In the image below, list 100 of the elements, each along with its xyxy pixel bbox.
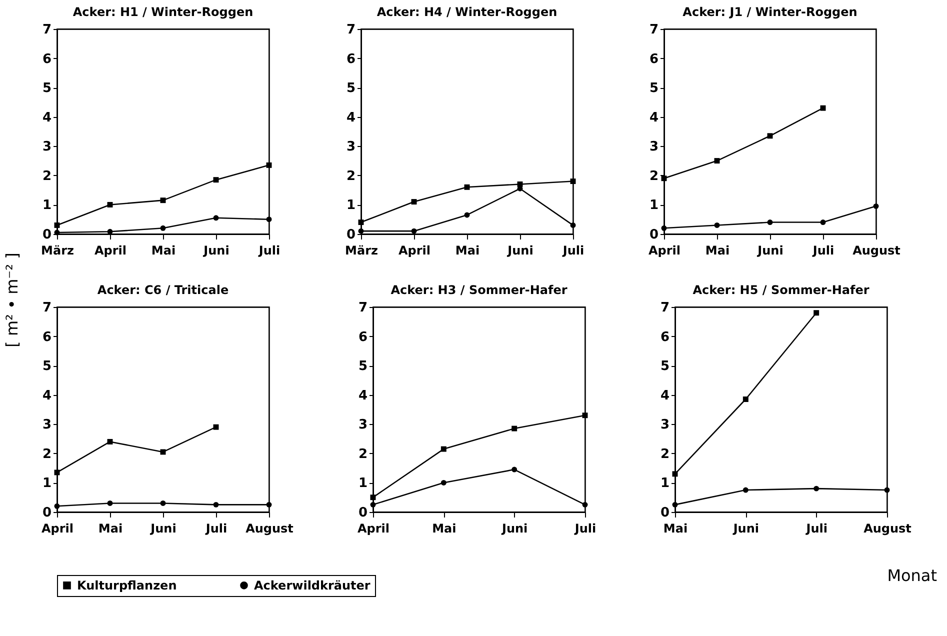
- x-tick-label: Juni: [500, 522, 528, 536]
- point: [54, 470, 60, 476]
- chart-title: Acker: J1 / Winter-Roggen: [682, 5, 858, 19]
- x-tick-label: Juni: [506, 244, 534, 258]
- x-tick-label: Mai: [432, 522, 456, 536]
- point: [440, 446, 446, 452]
- y-tick-label: 1: [358, 476, 368, 492]
- y-tick-label: 5: [358, 359, 368, 374]
- y-tick-label: 5: [42, 359, 52, 374]
- y-tick-label: 5: [42, 81, 52, 96]
- x-tick-label: April: [398, 244, 431, 258]
- point: [512, 426, 518, 432]
- y-tick-label: 6: [660, 330, 670, 345]
- point: [512, 466, 518, 472]
- point: [742, 396, 748, 402]
- x-tick-label: Mai: [98, 522, 123, 536]
- y-tick-label: 1: [649, 198, 658, 214]
- x-tick-label: Mai: [151, 244, 176, 258]
- point: [814, 486, 820, 492]
- y-tick-label: 5: [649, 81, 658, 96]
- point: [714, 222, 720, 228]
- point: [661, 225, 667, 231]
- point: [767, 133, 773, 139]
- y-tick-label: 4: [42, 110, 52, 126]
- y-tick-label: 6: [42, 330, 52, 345]
- point: [742, 487, 748, 493]
- y-tick-label: 1: [42, 476, 52, 492]
- chart-title: Acker: H4 / Winter-Roggen: [376, 5, 558, 19]
- point: [358, 220, 364, 226]
- x-tick-label: März: [345, 244, 378, 258]
- y-tick-label: 2: [346, 168, 356, 184]
- y-tick-label: 0: [660, 506, 670, 520]
- y-tick-label: 3: [660, 418, 670, 433]
- point: [440, 480, 446, 486]
- y-tick-label: 4: [346, 110, 356, 126]
- y-tick-label: 7: [42, 22, 52, 38]
- x-tick-label: April: [94, 244, 127, 258]
- x-tick-label: Juni: [150, 522, 176, 536]
- y-tick-label: 0: [649, 228, 658, 242]
- x-tick-label: Juni: [756, 244, 784, 258]
- point: [672, 471, 678, 477]
- y-tick-label: 2: [42, 446, 52, 462]
- point: [107, 438, 113, 444]
- point: [266, 502, 272, 508]
- chart-title: Acker: H3 / Sommer-Hafer: [390, 283, 568, 297]
- y-tick-label: 3: [358, 418, 368, 433]
- point: [570, 222, 576, 228]
- point: [873, 203, 879, 209]
- x-tick-label: August: [852, 244, 901, 258]
- x-tick-label: August: [246, 522, 294, 536]
- x-tick-label: Mai: [705, 244, 730, 258]
- y-tick-label: 4: [42, 388, 52, 404]
- y-tick-label: 3: [42, 140, 52, 155]
- point: [814, 310, 820, 316]
- y-tick-label: 0: [358, 506, 368, 520]
- y-tick-label: 2: [358, 446, 368, 462]
- point: [370, 494, 376, 500]
- point: [160, 198, 166, 204]
- x-tick-label: August: [864, 522, 912, 536]
- point: [570, 178, 576, 184]
- point: [213, 215, 219, 221]
- point: [582, 412, 588, 418]
- x-tick-label: Juli: [574, 522, 596, 536]
- x-tick-label: April: [41, 522, 74, 536]
- point: [464, 212, 470, 218]
- y-tick-label: 7: [660, 300, 670, 316]
- x-axis-title: Monat: [887, 566, 937, 585]
- legend-label: Kulturpflanzen: [77, 578, 177, 592]
- y-tick-label: 0: [42, 506, 52, 520]
- x-tick-label: Juli: [805, 522, 828, 536]
- y-tick-label: 7: [346, 22, 356, 38]
- point: [213, 177, 219, 183]
- x-tick-label: März: [41, 244, 74, 258]
- point: [411, 199, 417, 205]
- x-tick-label: Juli: [812, 244, 834, 258]
- point: [820, 220, 826, 226]
- y-tick-label: 3: [42, 418, 52, 433]
- legend-label: Ackerwildkräuter: [254, 578, 370, 592]
- y-tick-label: 2: [649, 168, 658, 184]
- point: [767, 220, 773, 226]
- y-tick-label: 5: [346, 81, 356, 96]
- point: [884, 487, 890, 493]
- point: [160, 225, 166, 231]
- y-tick-label: 1: [346, 198, 356, 214]
- x-tick-label: April: [357, 522, 390, 536]
- point: [160, 500, 166, 506]
- y-tick-label: 4: [358, 388, 368, 404]
- x-tick-label: April: [648, 244, 681, 258]
- point: [266, 162, 272, 168]
- y-tick-label: 7: [358, 300, 368, 316]
- y-tick-label: 0: [42, 228, 52, 242]
- x-tick-label: Mai: [455, 244, 480, 258]
- x-tick-label: Juni: [732, 522, 760, 536]
- point: [107, 500, 113, 506]
- x-tick-label: Juli: [204, 522, 228, 536]
- y-tick-label: 5: [660, 359, 670, 374]
- y-tick-label: 2: [660, 446, 670, 462]
- y-tick-label: 6: [346, 52, 356, 67]
- point: [582, 502, 588, 508]
- y-tick-label: 1: [42, 198, 52, 214]
